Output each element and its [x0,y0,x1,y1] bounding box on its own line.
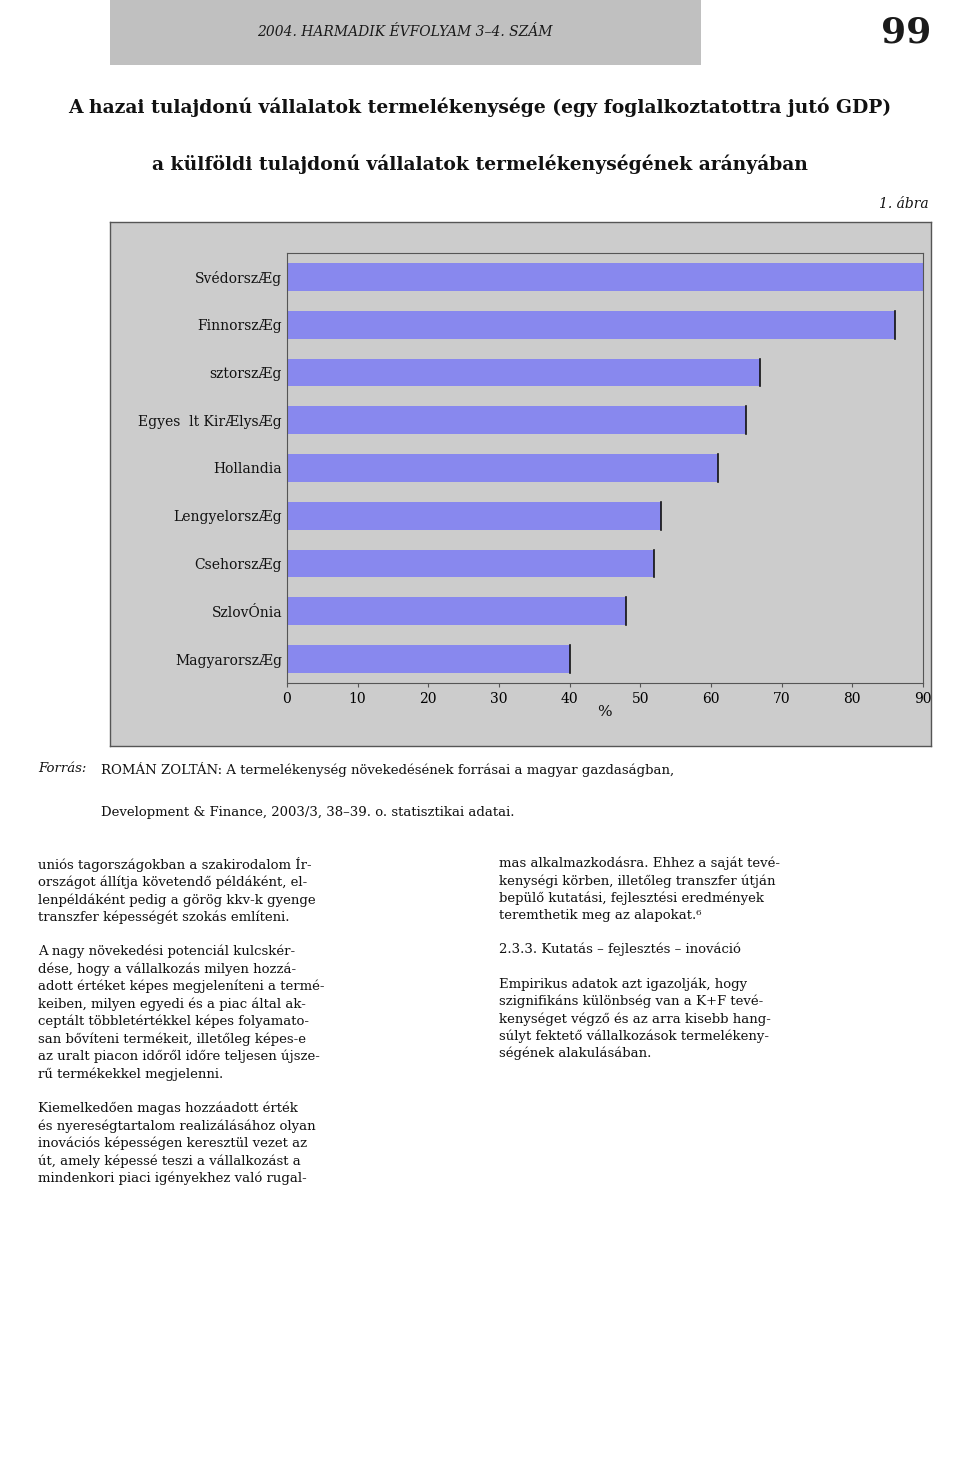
Bar [110,0,701,65]
Text: 1. ábra: 1. ábra [878,196,928,211]
Text: Forrás:: Forrás: [38,762,86,775]
Text: Development & Finance, 2003/3, 38–39. o. statisztikai adatai.: Development & Finance, 2003/3, 38–39. o.… [101,806,515,820]
Bar [287,598,626,625]
Bar [287,502,661,530]
Text: 2004. HARMADIK ÉVFOLYAM 3–4. SZÁM: 2004. HARMADIK ÉVFOLYAM 3–4. SZÁM [257,25,553,40]
Text: %: % [598,706,612,719]
Bar [287,310,895,338]
Bar [287,359,760,387]
Bar [287,645,569,674]
Text: mas alkalmazkodásra. Ehhez a saját tevé-
kenységi körben, illetőleg transzfer út: mas alkalmazkodásra. Ehhez a saját tevé-… [499,857,780,1060]
Text: uniós tagországokban a szakirodalom Ír-
országot állítja követendő példáként, el: uniós tagországokban a szakirodalom Ír- … [38,857,324,1185]
Bar [287,453,718,482]
Text: 99: 99 [881,15,931,50]
Bar [287,263,937,291]
Text: A hazai tulajdonú vállalatok termelékenysége (egy foglalkoztatottra jutó GDP): A hazai tulajdonú vállalatok termelékeny… [68,97,892,117]
Text: ROMÁN ZOLTÁN: A termelékenység növekedésének forrásai a magyar gazdaságban,: ROMÁN ZOLTÁN: A termelékenység növekedés… [101,762,674,777]
Text: a külföldi tulajdonú vállalatok termelékenységének arányában: a külföldi tulajdonú vállalatok termelék… [152,155,808,174]
Bar [287,549,655,578]
Bar [287,406,746,434]
